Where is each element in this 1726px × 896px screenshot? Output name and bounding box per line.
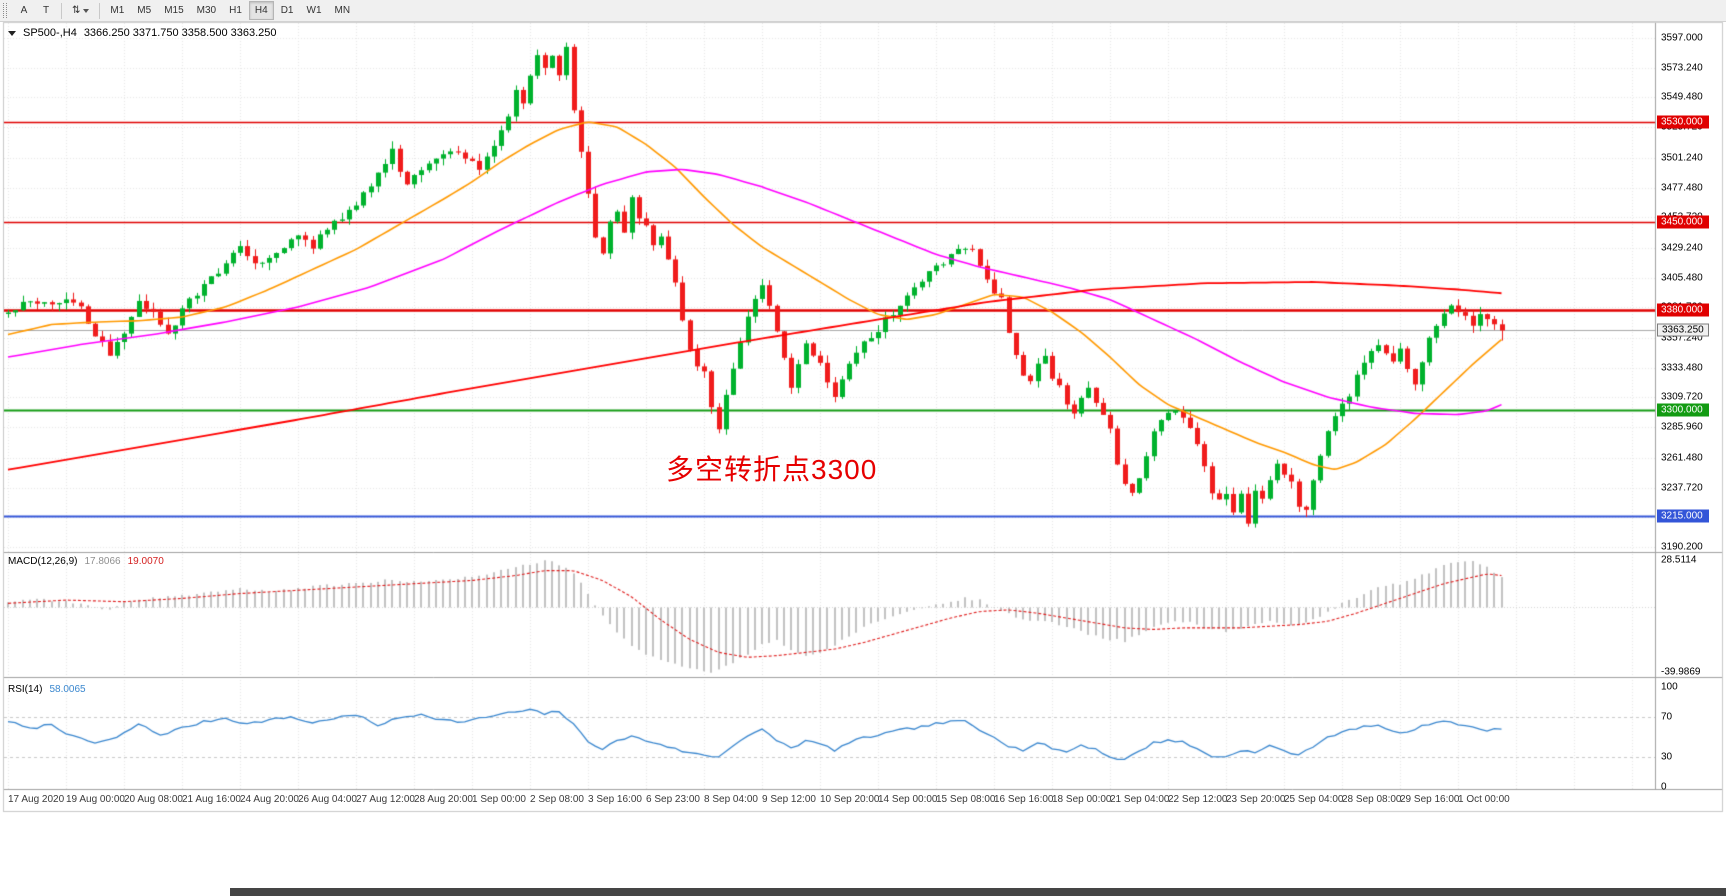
toolbar-separator [99, 2, 101, 19]
chevron-down-icon [83, 8, 90, 13]
chart-symbol-title: SP500-,H4 3366.250 3371.750 3358.500 336… [8, 27, 277, 39]
text-tool-button[interactable]: T [35, 1, 57, 20]
timeframe-button-m5[interactable]: M5 [131, 1, 157, 20]
timeframe-button-h4[interactable]: H4 [248, 1, 274, 20]
rsi-indicator-label: RSI(14) 58.0065 [8, 684, 86, 695]
arrow-tool-button[interactable]: A [13, 1, 35, 20]
chart-mode-dropdown-button[interactable]: ⇅ [66, 1, 95, 20]
timeframe-button-m30[interactable]: M30 [191, 1, 222, 20]
timeframe-button-m1[interactable]: M1 [104, 1, 130, 20]
timeframe-button-m15[interactable]: M15 [158, 1, 189, 20]
horizontal-scrollbar[interactable] [230, 888, 1726, 896]
timeframe-button-h1[interactable]: H1 [223, 1, 248, 20]
chart-annotation: 多空转折点3300 [666, 454, 878, 485]
macd-main-value: 17.8066 [84, 556, 121, 567]
rsi-value: 58.0065 [49, 684, 86, 695]
chart-toolbar: A T ⇅ M1 M5 M15 M30 H1 H4 D1 W1 MN [0, 0, 1726, 22]
symbol-period-label: SP500-,H4 [23, 27, 77, 39]
toolbar-separator [61, 2, 62, 19]
updown-arrows-icon: ⇅ [72, 5, 81, 16]
timeframe-group: M1 M5 M15 M30 H1 H4 D1 W1 MN [104, 1, 356, 20]
ohlc-values: 3366.250 3371.750 3358.500 3363.250 [83, 27, 277, 39]
macd-indicator-label: MACD(12,26,9) 17.8066 19.0070 [8, 556, 164, 567]
symbol-marker-icon [8, 30, 16, 36]
toolbar-drag-handle[interactable] [3, 3, 7, 18]
rsi-name: RSI(14) [8, 684, 43, 695]
macd-signal-value: 19.0070 [127, 556, 164, 567]
macd-name: MACD(12,26,9) [8, 556, 78, 567]
timeframe-button-w1[interactable]: W1 [301, 1, 328, 20]
timeframe-button-mn[interactable]: MN [329, 1, 357, 20]
timeframe-button-d1[interactable]: D1 [275, 1, 300, 20]
